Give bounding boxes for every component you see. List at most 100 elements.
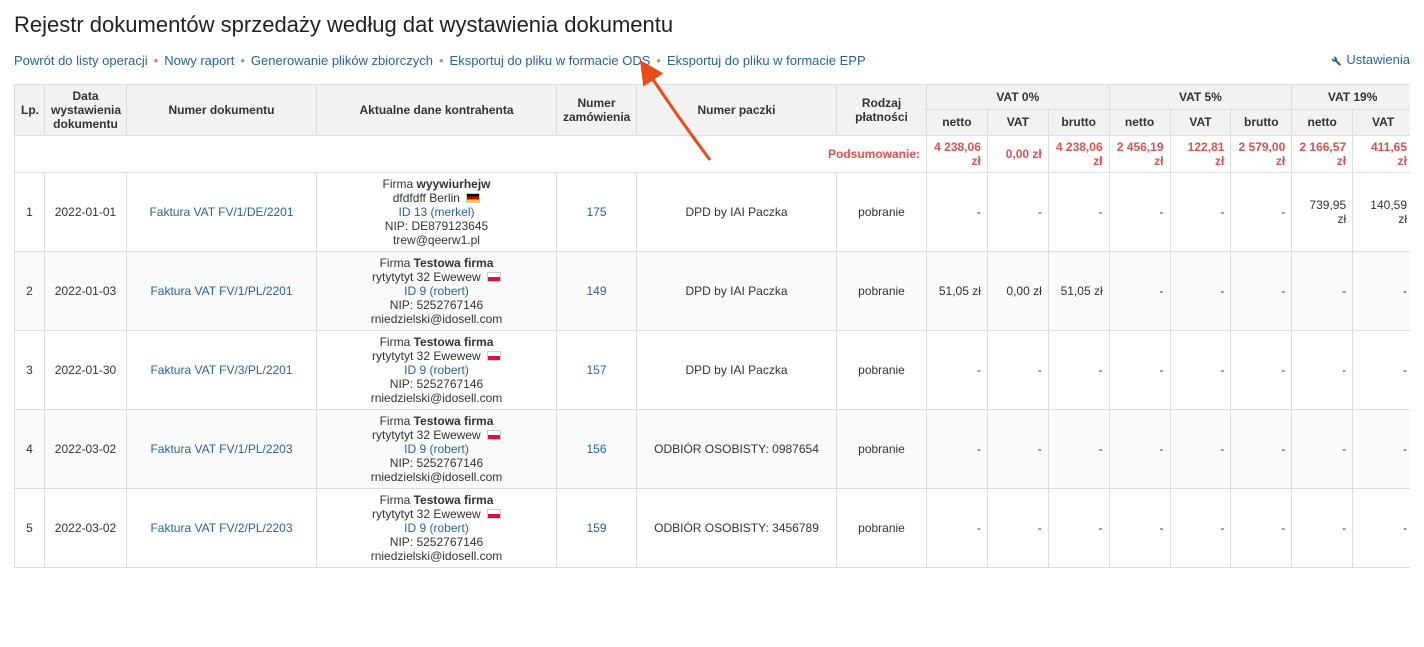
cell-doc: Faktura VAT FV/1/PL/2203	[127, 409, 317, 488]
document-link[interactable]: Faktura VAT FV/1/DE/2201	[149, 205, 293, 219]
cell-vat19-netto: 739,95 zł	[1292, 172, 1353, 251]
firm-name-line: Firma wyywiurhejw	[323, 177, 550, 191]
table-wrap[interactable]: Lp. Data wystawienia dokumentu Numer dok…	[14, 84, 1410, 568]
summary-vat19-vat: 411,65 zł	[1353, 135, 1410, 172]
cell-vat0-vat: 0,00 zł	[987, 251, 1048, 330]
cell-payment: pobranie	[837, 251, 927, 330]
cell-payment: pobranie	[837, 330, 927, 409]
firm-nip: NIP: 5252767146	[323, 535, 550, 549]
separator: •	[154, 53, 159, 68]
cell-vat5-netto: -	[1109, 488, 1170, 567]
cell-vat0-brutto: -	[1048, 172, 1109, 251]
table-body: 1 2022-01-01 Faktura VAT FV/1/DE/2201 Fi…	[15, 172, 1411, 567]
cell-date: 2022-03-02	[45, 409, 127, 488]
cell-vat19-vat: -	[1353, 251, 1410, 330]
cell-lp: 2	[15, 251, 45, 330]
cell-date: 2022-03-02	[45, 488, 127, 567]
th-contractor: Aktualne dane kontrahenta	[317, 84, 557, 135]
cell-vat5-netto: -	[1109, 172, 1170, 251]
document-link[interactable]: Faktura VAT FV/1/PL/2201	[150, 284, 292, 298]
th-vat5-vat: VAT	[1170, 110, 1231, 136]
summary-vat5-netto: 2 456,19 zł	[1109, 135, 1170, 172]
firm-id-line: ID 9 (robert)	[323, 442, 550, 456]
firm-id-line: ID 9 (robert)	[323, 521, 550, 535]
cell-vat5-netto: -	[1109, 409, 1170, 488]
summary-vat19-netto: 2 166,57 zł	[1292, 135, 1353, 172]
toolbar-left: Powrót do listy operacji • Nowy raport •…	[14, 53, 866, 68]
cell-payment: pobranie	[837, 488, 927, 567]
firm-name-line: Firma Testowa firma	[323, 493, 550, 507]
separator: •	[439, 53, 444, 68]
cell-vat5-brutto: -	[1231, 330, 1292, 409]
cell-vat19-netto: -	[1292, 488, 1353, 567]
client-id-link[interactable]: ID 9 (robert)	[404, 284, 469, 298]
client-id-link[interactable]: ID 9 (robert)	[404, 442, 469, 456]
cell-package: DPD by IAI Paczka	[637, 172, 837, 251]
document-link[interactable]: Faktura VAT FV/1/PL/2203	[150, 442, 292, 456]
table-head: Lp. Data wystawienia dokumentu Numer dok…	[15, 84, 1411, 172]
cell-doc: Faktura VAT FV/3/PL/2201	[127, 330, 317, 409]
separator: •	[656, 53, 661, 68]
order-link[interactable]: 156	[586, 442, 606, 456]
firm-nip: NIP: 5252767146	[323, 377, 550, 391]
cell-vat0-brutto: 51,05 zł	[1048, 251, 1109, 330]
cell-vat19-vat: -	[1353, 330, 1410, 409]
firm-id-line: ID 9 (robert)	[323, 363, 550, 377]
firm-address: rytytytyt 32 Ewewew	[323, 428, 550, 442]
order-link[interactable]: 149	[586, 284, 606, 298]
order-link[interactable]: 157	[586, 363, 606, 377]
cell-lp: 4	[15, 409, 45, 488]
cell-date: 2022-01-01	[45, 172, 127, 251]
cell-vat5-brutto: -	[1231, 251, 1292, 330]
document-link[interactable]: Faktura VAT FV/3/PL/2201	[150, 363, 292, 377]
cell-package: ODBIÓR OSOBISTY: 0987654	[637, 409, 837, 488]
cell-vat5-netto: -	[1109, 330, 1170, 409]
cell-vat5-netto: -	[1109, 251, 1170, 330]
flag-icon	[487, 272, 501, 282]
cell-vat5-vat: -	[1170, 251, 1231, 330]
cell-vat0-vat: -	[987, 409, 1048, 488]
generate-files-link[interactable]: Generowanie plików zbiorczych	[251, 53, 433, 68]
firm-name-line: Firma Testowa firma	[323, 414, 550, 428]
cell-order: 159	[557, 488, 637, 567]
back-link[interactable]: Powrót do listy operacji	[14, 53, 148, 68]
cell-vat5-brutto: -	[1231, 488, 1292, 567]
client-id-link[interactable]: ID 9 (robert)	[404, 521, 469, 535]
export-ods-link[interactable]: Eksportuj do pliku w formacie ODS	[450, 53, 651, 68]
cell-vat19-netto: -	[1292, 330, 1353, 409]
flag-icon	[487, 509, 501, 519]
documents-table: Lp. Data wystawienia dokumentu Numer dok…	[14, 84, 1410, 568]
toolbar: Powrót do listy operacji • Nowy raport •…	[14, 52, 1410, 70]
order-link[interactable]: 175	[586, 205, 606, 219]
th-package-number: Numer paczki	[637, 84, 837, 135]
cell-vat0-vat: -	[987, 172, 1048, 251]
table-row: 1 2022-01-01 Faktura VAT FV/1/DE/2201 Fi…	[15, 172, 1411, 251]
settings-link[interactable]: Ustawienia	[1328, 52, 1410, 67]
flag-icon	[487, 430, 501, 440]
th-order-number: Numer zamówienia	[557, 84, 637, 135]
summary-vat0-netto: 4 238,06 zł	[927, 135, 988, 172]
firm-id-line: ID 9 (robert)	[323, 284, 550, 298]
settings-label: Ustawienia	[1346, 52, 1410, 67]
client-id-link[interactable]: ID 9 (robert)	[404, 363, 469, 377]
order-link[interactable]: 159	[586, 521, 606, 535]
summary-vat0-brutto: 4 238,06 zł	[1048, 135, 1109, 172]
th-vat5-brutto: brutto	[1231, 110, 1292, 136]
cell-order: 157	[557, 330, 637, 409]
th-vat19-group: VAT 19%	[1292, 84, 1410, 110]
client-id-link[interactable]: ID 13 (merkel)	[398, 205, 474, 219]
new-report-link[interactable]: Nowy raport	[164, 53, 234, 68]
cell-contractor: Firma Testowa firma rytytytyt 32 Ewewew …	[317, 330, 557, 409]
th-vat0-netto: netto	[927, 110, 988, 136]
export-epp-link[interactable]: Eksportuj do pliku w formacie EPP	[667, 53, 866, 68]
firm-email: rniedzielski@idosell.com	[323, 391, 550, 405]
firm-email: rniedzielski@idosell.com	[323, 312, 550, 326]
firm-address: rytytytyt 32 Ewewew	[323, 270, 550, 284]
document-link[interactable]: Faktura VAT FV/2/PL/2203	[150, 521, 292, 535]
wrench-icon	[1328, 53, 1342, 67]
cell-order: 156	[557, 409, 637, 488]
table-row: 5 2022-03-02 Faktura VAT FV/2/PL/2203 Fi…	[15, 488, 1411, 567]
summary-vat5-vat: 122,81 zł	[1170, 135, 1231, 172]
cell-vat19-vat: -	[1353, 488, 1410, 567]
firm-name-line: Firma Testowa firma	[323, 335, 550, 349]
